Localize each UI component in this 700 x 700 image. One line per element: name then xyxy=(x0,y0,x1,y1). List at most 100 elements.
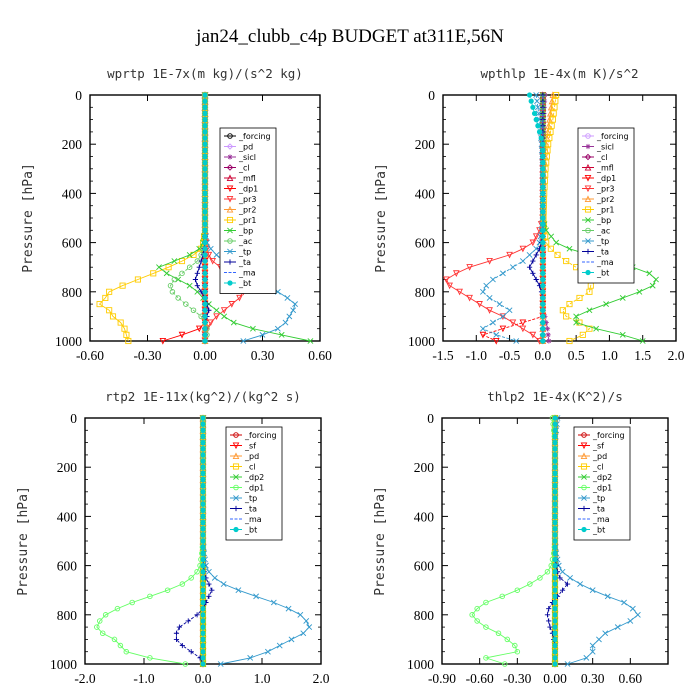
series-marker xyxy=(540,295,546,301)
x-tick-label: 0.00 xyxy=(193,348,217,363)
legend-swatch-marker xyxy=(584,195,592,203)
series-marker xyxy=(538,135,544,141)
series-marker xyxy=(604,593,611,600)
legend-swatch-marker xyxy=(233,484,239,491)
series-marker xyxy=(557,575,563,581)
legend-label: _pd xyxy=(238,143,253,152)
series-marker xyxy=(544,326,551,332)
series-marker xyxy=(536,129,543,135)
series-marker xyxy=(285,605,292,612)
series-marker xyxy=(173,636,180,642)
legend-label: _forcing xyxy=(238,132,271,141)
series-marker xyxy=(200,556,206,563)
legend-label: _ma xyxy=(238,269,256,278)
series-marker xyxy=(540,283,546,289)
series-marker xyxy=(200,501,206,507)
series-marker xyxy=(593,325,600,332)
x-tick-label: -0.60 xyxy=(466,671,494,686)
series-marker xyxy=(544,569,551,575)
series-marker xyxy=(117,319,124,326)
series-marker xyxy=(202,92,208,98)
series-marker xyxy=(490,276,496,283)
series-marker xyxy=(504,636,511,643)
series-marker xyxy=(200,415,206,421)
series-marker xyxy=(200,483,206,489)
y-tick-label: 1000 xyxy=(50,657,77,672)
series-marker xyxy=(99,630,106,637)
series-marker xyxy=(202,289,208,295)
series-marker xyxy=(179,581,186,587)
series-marker xyxy=(540,338,546,344)
series-marker xyxy=(200,532,206,538)
series-marker xyxy=(552,98,559,105)
series-marker xyxy=(499,270,506,277)
series-marker xyxy=(200,476,206,483)
series-marker xyxy=(200,630,206,636)
series-marker xyxy=(200,563,206,569)
series-marker xyxy=(147,655,153,661)
series-marker xyxy=(552,507,558,513)
series-marker xyxy=(286,313,293,320)
figure-title: jan24_clubb_c4p BUDGET at311E,56N xyxy=(195,26,504,47)
legend-swatch-marker xyxy=(585,248,591,255)
legend-label: _cl xyxy=(596,153,608,162)
series-marker xyxy=(94,624,100,630)
series-marker xyxy=(202,276,208,283)
legend-swatch-marker xyxy=(226,164,234,171)
series-marker xyxy=(249,325,256,332)
series-marker xyxy=(490,319,496,326)
series-marker xyxy=(200,526,206,532)
series-marker xyxy=(209,258,216,265)
legend-label: _pr3 xyxy=(238,195,256,204)
series-marker xyxy=(552,563,558,569)
series-marker xyxy=(540,332,546,338)
series-marker xyxy=(200,433,206,440)
y-tick-label: 200 xyxy=(414,460,435,475)
series-marker xyxy=(220,581,227,587)
series-marker xyxy=(573,319,580,326)
series-marker xyxy=(621,599,627,606)
x-tick-label: -0.5 xyxy=(499,348,521,363)
legend-swatch-marker xyxy=(585,217,591,223)
series-marker xyxy=(306,624,313,631)
legend-swatch-marker xyxy=(227,238,233,244)
series-marker xyxy=(200,519,206,526)
series-marker xyxy=(533,252,539,258)
series-marker xyxy=(213,313,220,321)
series-marker xyxy=(202,141,208,147)
legend-label: _forcing xyxy=(592,431,625,440)
panel-title: wpthlp 1E-4x(m K)/s^2 xyxy=(480,66,638,81)
series-marker xyxy=(479,331,487,339)
series-marker xyxy=(202,190,208,196)
series-marker xyxy=(483,599,489,606)
series-marker xyxy=(292,301,299,308)
series-marker xyxy=(535,123,541,129)
series-marker xyxy=(213,251,220,258)
series-marker xyxy=(636,288,643,295)
series-marker xyxy=(200,587,206,593)
series-marker xyxy=(563,313,570,320)
series-marker xyxy=(483,655,489,661)
series-marker xyxy=(639,338,646,344)
series-marker xyxy=(552,556,558,563)
series-marker xyxy=(200,550,206,556)
series-marker xyxy=(547,103,555,111)
series-marker xyxy=(194,283,200,289)
series-marker xyxy=(529,239,537,247)
series-marker xyxy=(200,636,206,643)
series-marker xyxy=(533,92,540,98)
legend-label: _ac xyxy=(596,227,610,236)
series-marker xyxy=(495,630,502,637)
series-marker xyxy=(200,421,206,427)
series-marker xyxy=(543,319,549,326)
series-marker xyxy=(202,252,208,258)
series-marker xyxy=(548,97,556,105)
y-tick-label: 600 xyxy=(415,236,436,251)
legend-swatch-marker xyxy=(580,442,588,450)
series-marker xyxy=(514,587,521,593)
legend-swatch-marker xyxy=(580,463,588,470)
y-tick-label: 0 xyxy=(427,411,434,426)
series-marker xyxy=(202,246,208,252)
series-marker xyxy=(544,612,551,618)
series-marker xyxy=(288,636,295,643)
